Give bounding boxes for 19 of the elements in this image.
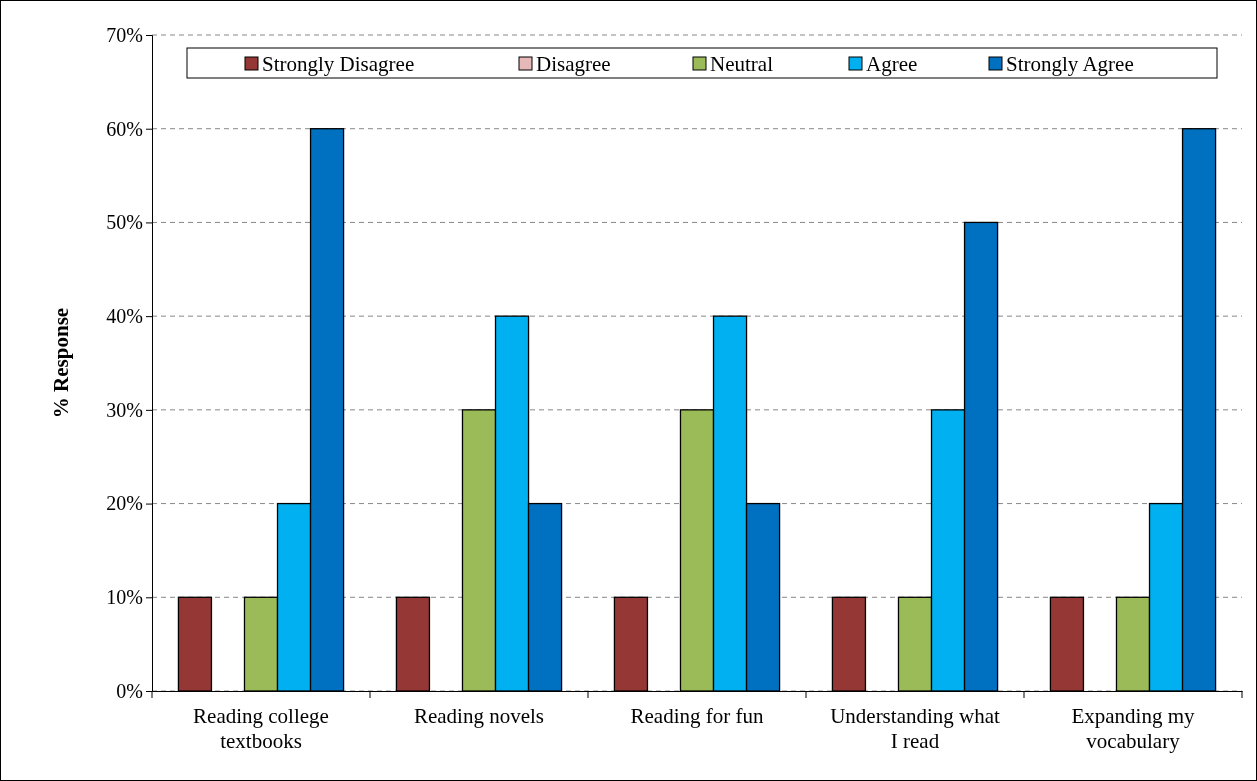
y-tick-label: 50% [106, 211, 143, 234]
y-tick-label: 20% [106, 492, 143, 515]
y-tick-label: 10% [106, 586, 143, 609]
legend-label: Disagree [536, 52, 611, 76]
legend-label: Strongly Agree [1006, 52, 1134, 76]
x-tick-label: Reading college textbooks [193, 704, 329, 753]
x-tick-label: Reading novels [413, 704, 545, 728]
legend-label: Strongly Disagree [262, 52, 415, 76]
y-tick-label: 40% [106, 305, 143, 328]
y-tick-label: 60% [106, 117, 143, 140]
y-tick-label: 70% [106, 23, 143, 46]
legend-label: Neutral [710, 52, 774, 76]
y-tick-label: 0% [116, 679, 143, 702]
x-tick-label: Expanding my vocabulary [1071, 704, 1196, 753]
x-tick-label: Reading for fun [630, 704, 764, 728]
x-tick-label: Understanding what I read [830, 704, 1001, 753]
legend-label: Agree [866, 52, 918, 76]
y-axis-title: % Response [49, 307, 73, 419]
y-tick-label: 30% [106, 398, 143, 421]
